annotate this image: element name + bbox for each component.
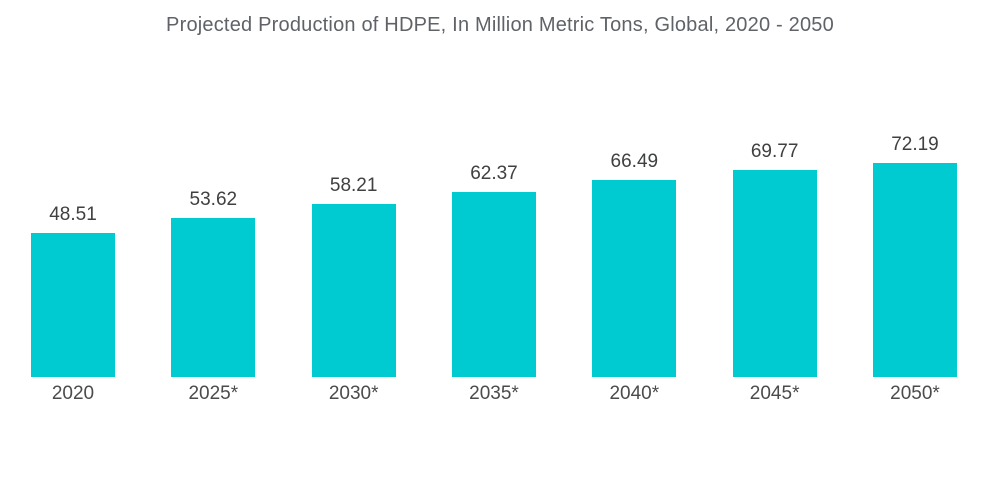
bar-value-label: 72.19 xyxy=(891,134,939,155)
bar xyxy=(311,204,396,377)
bar xyxy=(592,180,677,377)
bar-value-label: 62.37 xyxy=(470,163,518,184)
bar xyxy=(732,170,817,377)
x-axis-tick-label: 2030* xyxy=(328,383,379,404)
chart-title: Projected Production of HDPE, In Million… xyxy=(166,14,834,36)
x-axis-tick-label: 2050* xyxy=(890,383,940,404)
bar xyxy=(451,192,536,377)
x-axis-tick-label: 2035* xyxy=(469,383,519,404)
bar-value-label: 58.21 xyxy=(329,175,378,196)
bar xyxy=(31,233,115,377)
bar xyxy=(872,163,957,377)
bar xyxy=(171,218,256,377)
bar-value-label: 53.62 xyxy=(189,189,238,210)
x-axis-tick-label: 2040* xyxy=(609,383,660,404)
bar-value-label: 48.51 xyxy=(49,204,97,225)
x-axis-tick-label: 2020 xyxy=(51,383,95,404)
bar-value-label: 69.77 xyxy=(750,141,799,162)
x-axis-tick-label: 2025* xyxy=(188,383,239,404)
bar-value-label: 66.49 xyxy=(610,151,659,172)
x-axis-tick-label: 2045* xyxy=(749,383,800,404)
